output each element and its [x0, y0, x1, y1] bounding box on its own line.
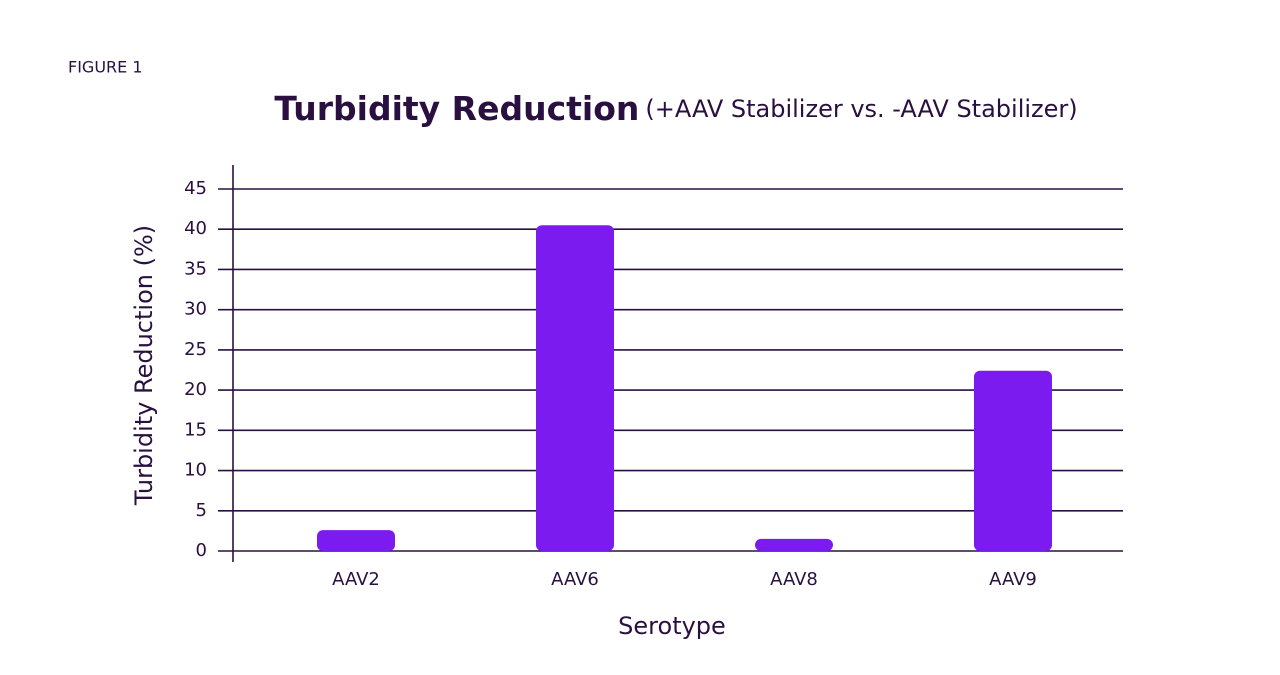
bar: [755, 538, 833, 551]
chart-title: Turbidity Reduction (+AAV Stabilizer vs. …: [274, 89, 1077, 128]
y-tick-label: 25: [184, 339, 207, 360]
y-axis-label: Turbidity Reduction (%): [130, 225, 158, 506]
bar: [317, 530, 395, 551]
y-tick-label: 20: [184, 379, 207, 400]
y-tick-label: 45: [184, 178, 207, 199]
title-main: Turbidity Reduction: [274, 89, 639, 128]
y-tick-label: 40: [184, 218, 207, 239]
x-tick-label: AAV6: [551, 569, 599, 590]
bar: [536, 225, 614, 551]
x-tick-label: AAV9: [989, 569, 1037, 590]
bar: [974, 370, 1052, 551]
x-tick-label: AAV2: [332, 569, 380, 590]
y-tick-label: 35: [184, 258, 207, 279]
x-axis-label: Serotype: [618, 612, 726, 640]
y-tick-label: 0: [196, 540, 207, 561]
y-tick-label: 15: [184, 419, 207, 440]
y-tick-label: 5: [196, 500, 207, 521]
figure-label: FIGURE 1: [68, 58, 143, 77]
title-sub: (+AAV Stabilizer vs. -AAV Stabilizer): [645, 95, 1077, 123]
x-tick-label: AAV8: [770, 569, 818, 590]
y-tick-label: 10: [184, 460, 207, 481]
y-tick-label: 30: [184, 299, 207, 320]
